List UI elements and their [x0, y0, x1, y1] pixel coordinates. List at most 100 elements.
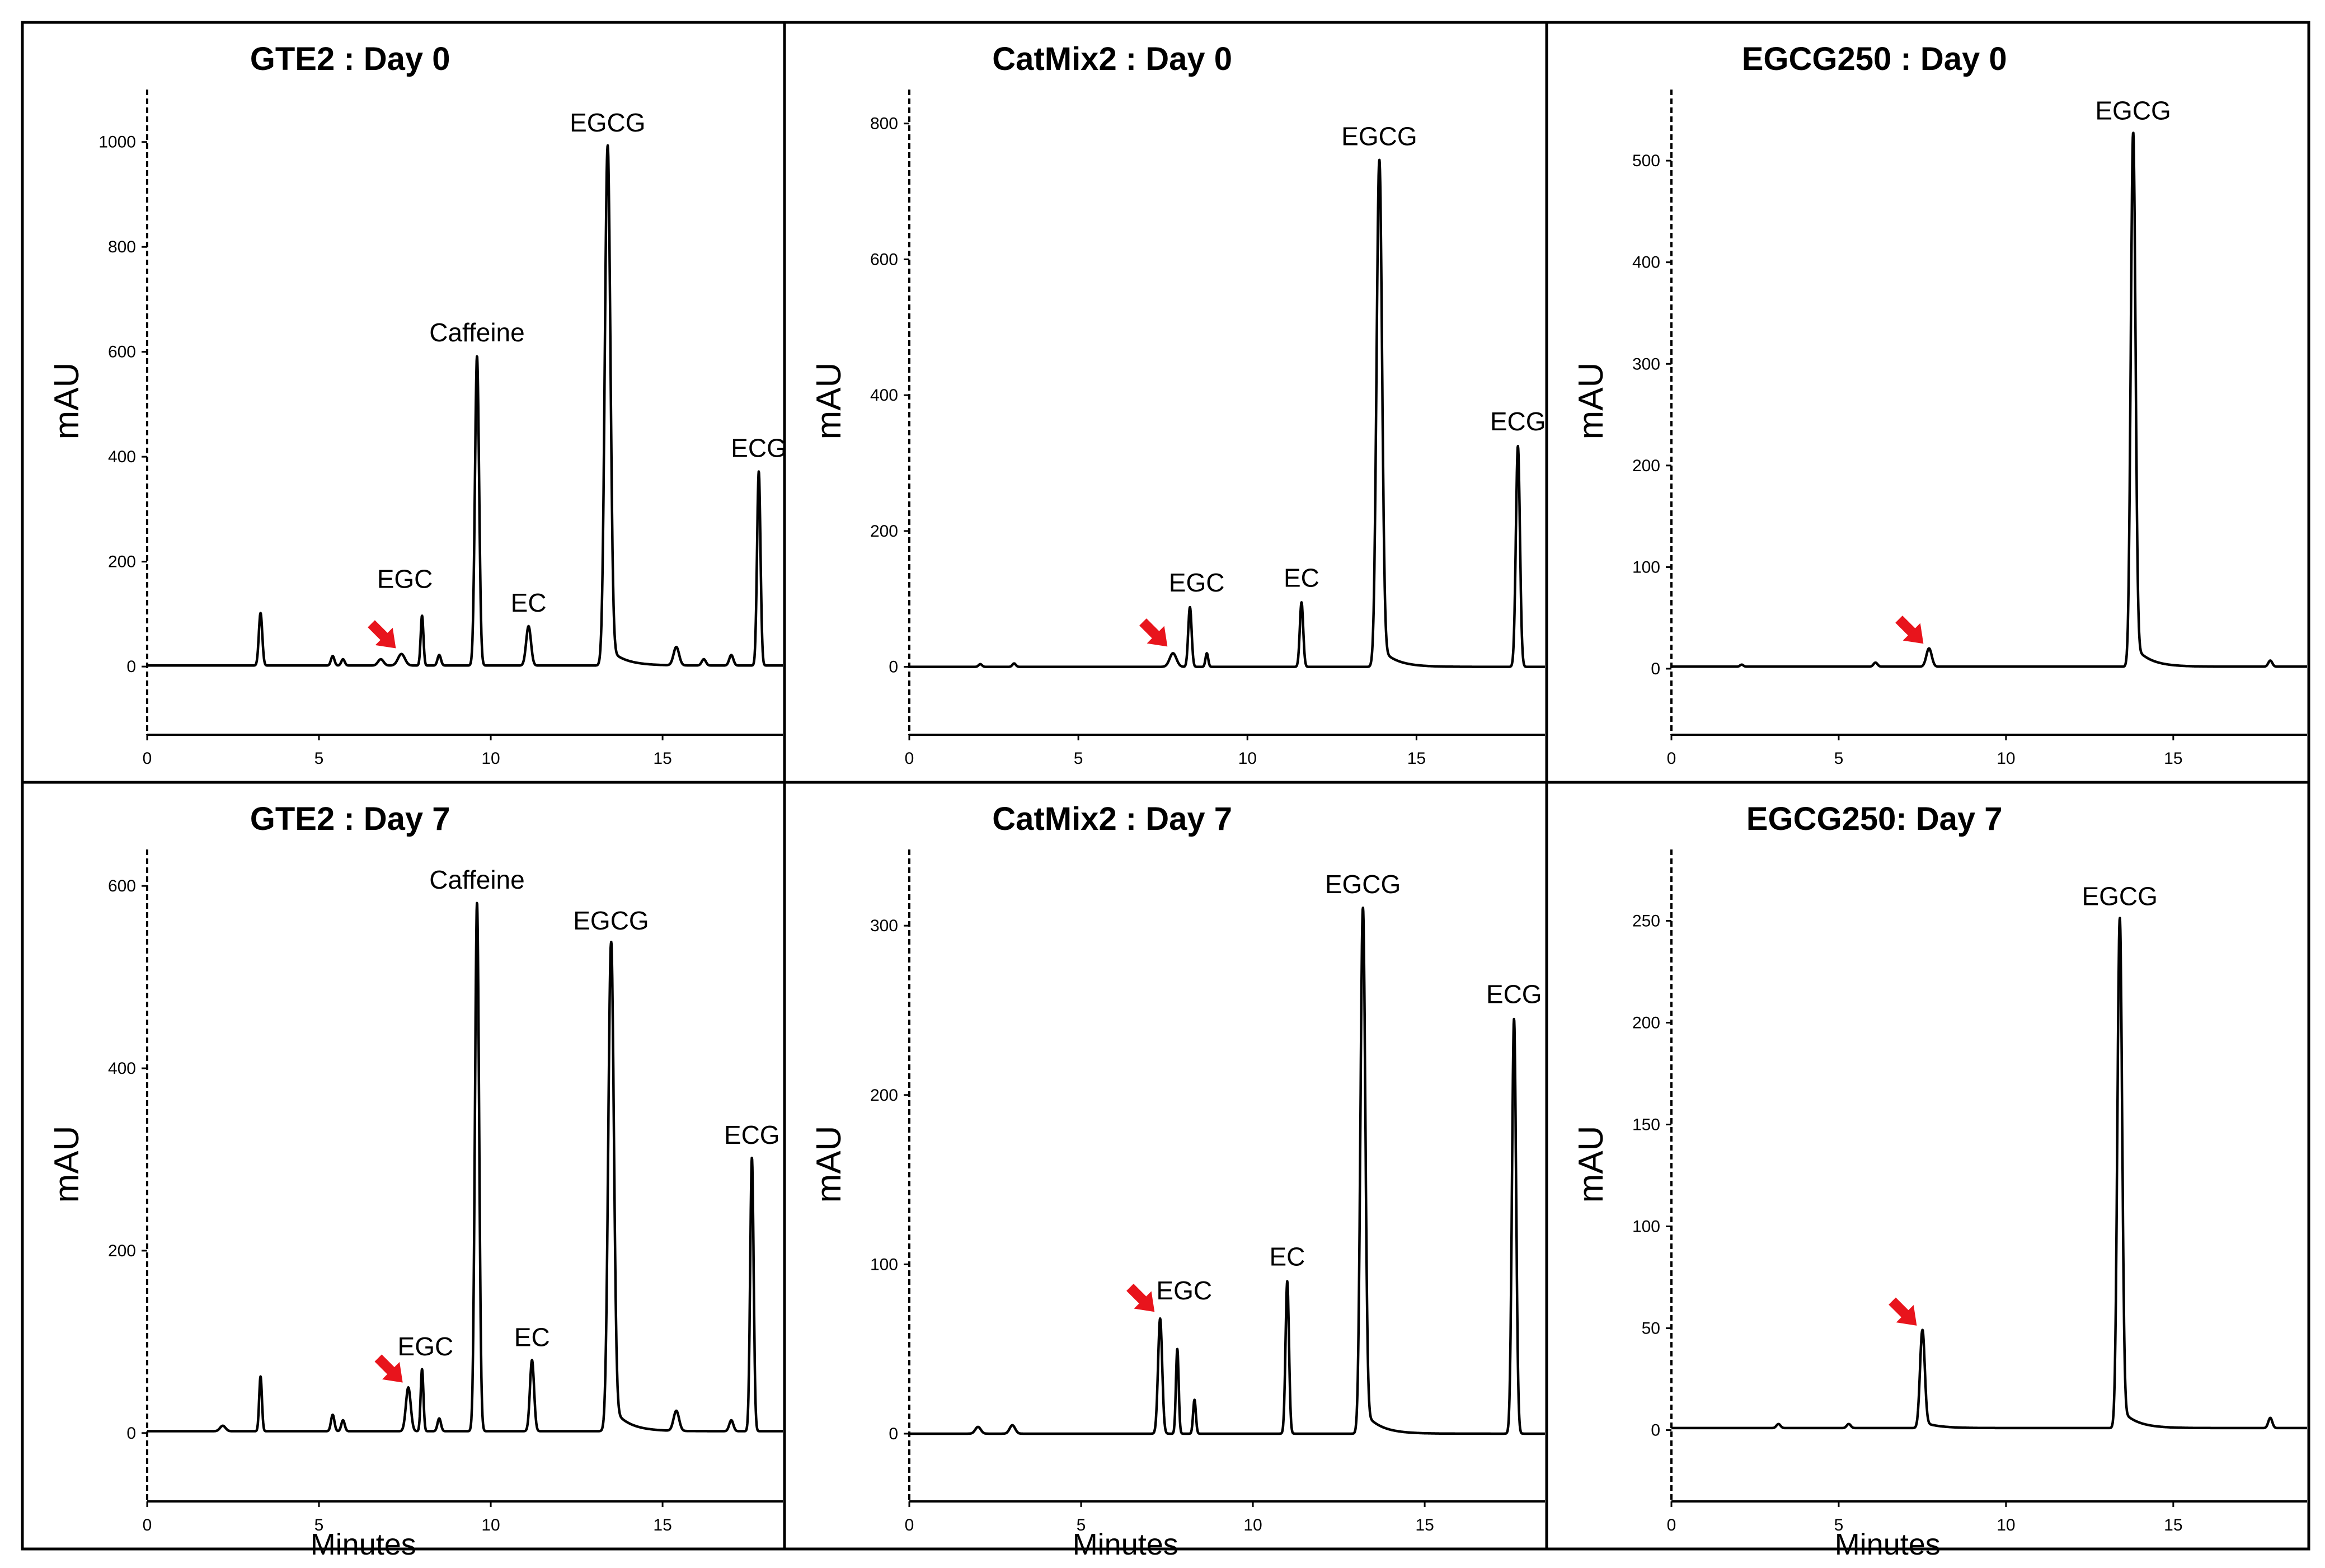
x-tick-label: 5 [1834, 1516, 1844, 1534]
x-tick-label: 5 [1074, 749, 1083, 768]
x-tick-label: 15 [2164, 1516, 2182, 1534]
chromatogram-panel-4: GTE2 : Day 7 0 200 400 600 0 5 10 15 mAU Minutes Ca… [48, 801, 784, 1561]
y-axis-label: mAU [48, 1126, 86, 1203]
x-tick-label: 0 [1667, 749, 1676, 768]
chromatogram-trace [146, 144, 784, 667]
x-tick-label: 15 [1407, 749, 1426, 768]
y-tick-label: 300 [870, 917, 898, 935]
x-tick-label: 10 [1238, 749, 1257, 768]
x-tick-label: 10 [1997, 1516, 2015, 1534]
peak-label-ec: EC [1270, 1242, 1305, 1271]
y-tick-label: 400 [870, 386, 898, 405]
peak-label-ecg: ECG [1490, 407, 1546, 436]
y-axis-label: mAU [810, 1126, 848, 1203]
chromatogram-panel-5: CatMix2 : Day 7 0 100 200 300 0 5 10 15 mAU Minute… [810, 801, 1546, 1561]
panel-title: GTE2 : Day 7 [250, 801, 450, 837]
y-tick-label: 0 [889, 658, 898, 677]
x-tick-label: 5 [1834, 749, 1844, 768]
chromatogram-trace [1670, 917, 2308, 1430]
peak-label-caffeine: Caffeine [429, 865, 525, 894]
y-axis-label: mAU [810, 363, 848, 440]
y-tick-label: 50 [1642, 1320, 1660, 1338]
panel-title: EGCG250: Day 7 [1746, 801, 2003, 837]
y-tick-label: 200 [108, 553, 136, 571]
chromatogram-trace [908, 158, 1546, 668]
red-arrow-icon [374, 1354, 403, 1383]
y-tick-label: 800 [108, 238, 136, 256]
y-tick-label: 300 [1632, 355, 1660, 373]
x-tick-label: 0 [143, 749, 152, 768]
peak-label-egc: EGC [398, 1332, 454, 1361]
peak-label-egc: EGC [1169, 568, 1225, 597]
x-tick-label: 0 [143, 1516, 152, 1534]
y-tick-label: 1000 [98, 133, 136, 152]
red-arrow-icon [368, 620, 396, 649]
x-tick-label: 0 [905, 749, 914, 768]
y-tick-label: 0 [889, 1425, 898, 1443]
peak-label-egcg: EGCG [2082, 881, 2157, 910]
y-tick-label: 200 [870, 1086, 898, 1105]
y-tick-label: 100 [1632, 558, 1660, 576]
x-tick-label: 0 [905, 1516, 914, 1534]
y-tick-label: 100 [870, 1255, 898, 1274]
peak-label-egcg: EGCG [573, 906, 649, 935]
peak-label-egcg: EGCG [2095, 96, 2171, 125]
chromatogram-panel-3: EGCG250 : Day 0 0 100 200 300 400 500 0 5 10 15 mAU… [1572, 41, 2308, 768]
red-arrow-icon [1139, 618, 1168, 647]
x-tick-label: 10 [481, 749, 500, 768]
chromatogram-panel-2: CatMix2 : Day 0 0 200 400 600 800 0 5 10 15 mAU EGC… [810, 41, 1546, 768]
x-tick-label: 0 [1667, 1516, 1676, 1534]
x-axis-label: Minutes [1835, 1528, 1941, 1561]
y-tick-label: 200 [108, 1242, 136, 1260]
x-tick-label: 15 [1415, 1516, 1434, 1534]
y-axis-label: mAU [1572, 1126, 1610, 1203]
peak-label-egcg: EGCG [570, 108, 645, 137]
x-tick-label: 15 [653, 749, 671, 768]
y-tick-label: 0 [126, 658, 136, 676]
y-tick-label: 400 [108, 448, 136, 466]
y-tick-label: 150 [1632, 1115, 1660, 1134]
y-tick-label: 600 [870, 250, 898, 269]
y-tick-label: 400 [1632, 253, 1660, 272]
peak-label-egcg: EGCG [1341, 121, 1417, 151]
y-axis-label: mAU [48, 363, 86, 440]
y-tick-label: 800 [870, 115, 898, 133]
x-axis-label: Minutes [1073, 1528, 1178, 1561]
peak-label-ecg: ECG [1486, 980, 1542, 1009]
y-axis-label: mAU [1572, 363, 1610, 440]
y-tick-label: 0 [1651, 660, 1660, 678]
x-tick-label: 15 [2164, 749, 2182, 768]
chromatogram-panel-6: EGCG250: Day 7 0 50 100 150 200 250 0 5 10 15 mAU Mi… [1572, 801, 2308, 1561]
red-arrow-icon [1895, 616, 1924, 644]
peak-label-caffeine: Caffeine [429, 318, 525, 347]
figure-frame [21, 21, 2310, 1551]
x-tick-label: 10 [481, 1516, 500, 1534]
y-tick-label: 200 [1632, 457, 1660, 475]
peak-label-ec: EC [514, 1323, 550, 1352]
panel-title: CatMix2 : Day 0 [992, 41, 1232, 77]
panel-title: EGCG250 : Day 0 [1742, 41, 2007, 77]
y-tick-label: 600 [108, 877, 136, 895]
x-tick-label: 5 [1077, 1516, 1086, 1534]
peak-label-ec: EC [1284, 563, 1319, 592]
chromatogram-panel-1: GTE2 : Day 0 0 200 400 600 800 1000 0 5 10 15 mAU Ca… [48, 41, 787, 768]
x-tick-label: 10 [1243, 1516, 1262, 1534]
x-tick-label: 5 [314, 1516, 324, 1534]
y-tick-label: 100 [1632, 1218, 1660, 1236]
y-tick-label: 250 [1632, 912, 1660, 930]
x-axis-label: Minutes [311, 1528, 416, 1561]
y-tick-label: 200 [870, 522, 898, 541]
chromatogram-trace [1670, 132, 2308, 668]
y-tick-label: 400 [108, 1059, 136, 1078]
chromatogram-trace [146, 902, 784, 1433]
red-arrow-icon [1126, 1283, 1155, 1312]
chromatogram-trace [908, 906, 1546, 1435]
peak-label-egc: EGC [1156, 1276, 1212, 1305]
red-arrow-icon [1889, 1297, 1917, 1326]
panel-title: GTE2 : Day 0 [250, 41, 450, 77]
y-tick-label: 500 [1632, 152, 1660, 170]
y-tick-label: 0 [1651, 1421, 1660, 1440]
peak-label-ecg: ECG [724, 1120, 780, 1149]
y-tick-label: 0 [126, 1424, 136, 1443]
peak-label-ecg: ECG [731, 433, 787, 462]
